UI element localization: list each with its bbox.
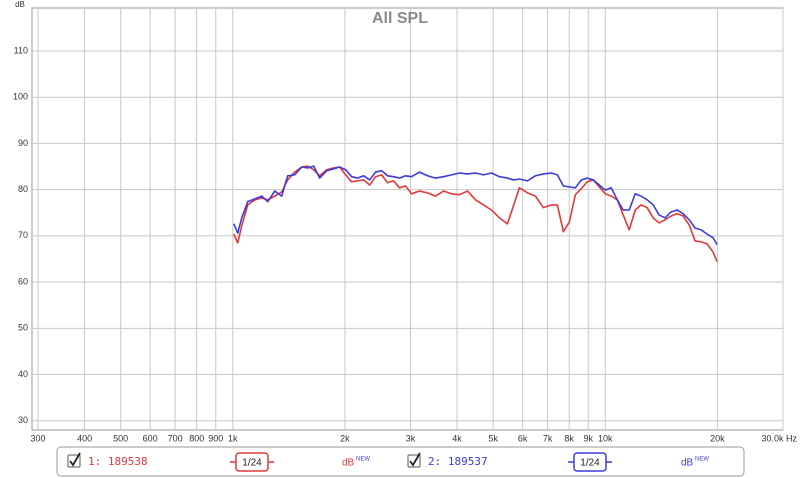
x-tick-label: 3k xyxy=(406,433,416,443)
x-tick-label: 800 xyxy=(189,433,204,443)
y-tick-label: 30 xyxy=(18,415,28,425)
plot-frame xyxy=(31,7,784,431)
smoothing-box xyxy=(235,452,269,472)
x-tick-label: 7k xyxy=(543,433,553,443)
x-tick-label: 300 xyxy=(31,433,46,443)
series-line xyxy=(233,165,718,263)
grid xyxy=(32,8,784,430)
visibility-checkbox[interactable] xyxy=(407,452,421,468)
legend-panel xyxy=(56,446,745,477)
x-tick-label: 400 xyxy=(77,433,92,443)
x-tick-label: 6k xyxy=(518,433,528,443)
chart-title: All SPL xyxy=(372,10,428,27)
x-tick-label: 8k xyxy=(564,433,574,443)
x-tick-label: 900 xyxy=(208,433,223,443)
x-tick-label: 30.0k Hz xyxy=(761,433,797,443)
unit-badge: NEW xyxy=(695,457,709,463)
x-tick-label: 700 xyxy=(168,433,183,443)
smoothing-box xyxy=(573,452,607,472)
x-tick-label: 500 xyxy=(113,433,128,443)
unit-label: dB xyxy=(681,458,694,469)
y-axis-unit: dB xyxy=(15,0,25,9)
y-tick-label: 110 xyxy=(14,45,28,55)
legend-entry: 2: 189537 xyxy=(428,455,488,468)
unit-badge: NEW xyxy=(356,457,370,463)
x-tick-label: 9k xyxy=(583,433,593,443)
y-tick-label: 40 xyxy=(18,369,28,379)
visibility-checkbox[interactable] xyxy=(67,452,81,468)
smoothing-button[interactable]: 1/24 xyxy=(230,452,274,472)
x-tick-label: 20k xyxy=(710,433,725,443)
x-tick-label: 10k xyxy=(598,433,613,443)
x-tick-label: 2k xyxy=(340,433,350,443)
y-tick-label: 60 xyxy=(18,276,28,286)
x-tick-label: 4k xyxy=(452,433,462,443)
checkbox-check xyxy=(409,452,421,467)
y-tick-label: 70 xyxy=(18,230,28,240)
series-line xyxy=(233,165,718,246)
x-tick-label: 1k xyxy=(228,433,238,443)
checkbox-check xyxy=(69,452,81,467)
y-tick-label: 100 xyxy=(13,92,28,102)
smoothing-label: 1/24 xyxy=(580,458,600,469)
x-tick-label: 600 xyxy=(143,433,158,443)
smoothing-label: 1/24 xyxy=(242,458,262,469)
unit-label: dB xyxy=(342,458,355,469)
y-tick-label: 50 xyxy=(18,323,28,333)
y-tick-label: 80 xyxy=(18,184,28,194)
smoothing-button[interactable]: 1/24 xyxy=(568,452,612,472)
y-tick-label: 90 xyxy=(18,138,28,148)
legend-entry: 1: 189538 xyxy=(88,455,148,468)
x-tick-label: 5k xyxy=(488,433,498,443)
